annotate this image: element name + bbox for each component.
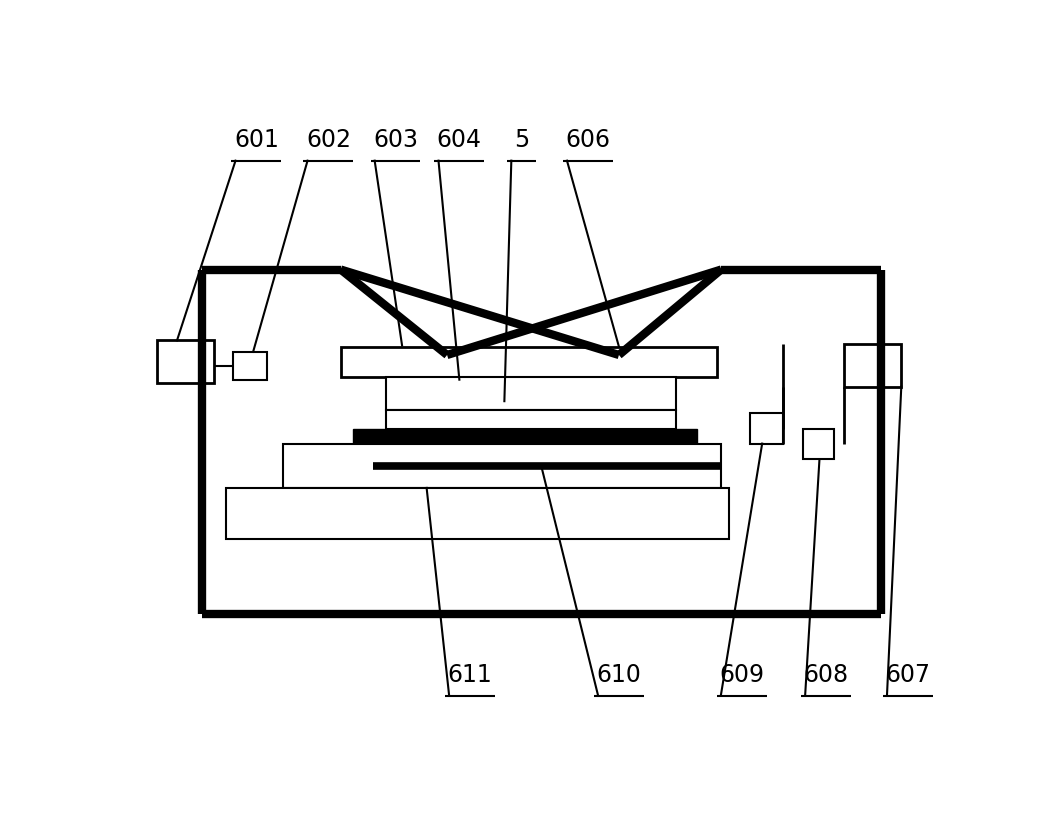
- Bar: [232, 352, 267, 381]
- Bar: [341, 347, 717, 377]
- Text: 610: 610: [597, 663, 641, 687]
- Text: 609: 609: [719, 663, 765, 687]
- Bar: [353, 429, 697, 444]
- Bar: [844, 344, 901, 386]
- Bar: [385, 377, 676, 410]
- Text: 602: 602: [306, 128, 351, 152]
- Text: 608: 608: [804, 663, 849, 687]
- Text: 5: 5: [514, 128, 529, 152]
- Text: 601: 601: [234, 128, 279, 152]
- Bar: [156, 340, 213, 383]
- Text: 611: 611: [448, 663, 492, 687]
- Text: 604: 604: [437, 128, 482, 152]
- Bar: [803, 429, 834, 459]
- Text: 606: 606: [565, 128, 610, 152]
- Bar: [385, 410, 676, 429]
- Bar: [283, 444, 721, 488]
- Text: 603: 603: [373, 128, 418, 152]
- Bar: [750, 413, 782, 444]
- Bar: [226, 488, 730, 538]
- Text: 607: 607: [885, 663, 930, 687]
